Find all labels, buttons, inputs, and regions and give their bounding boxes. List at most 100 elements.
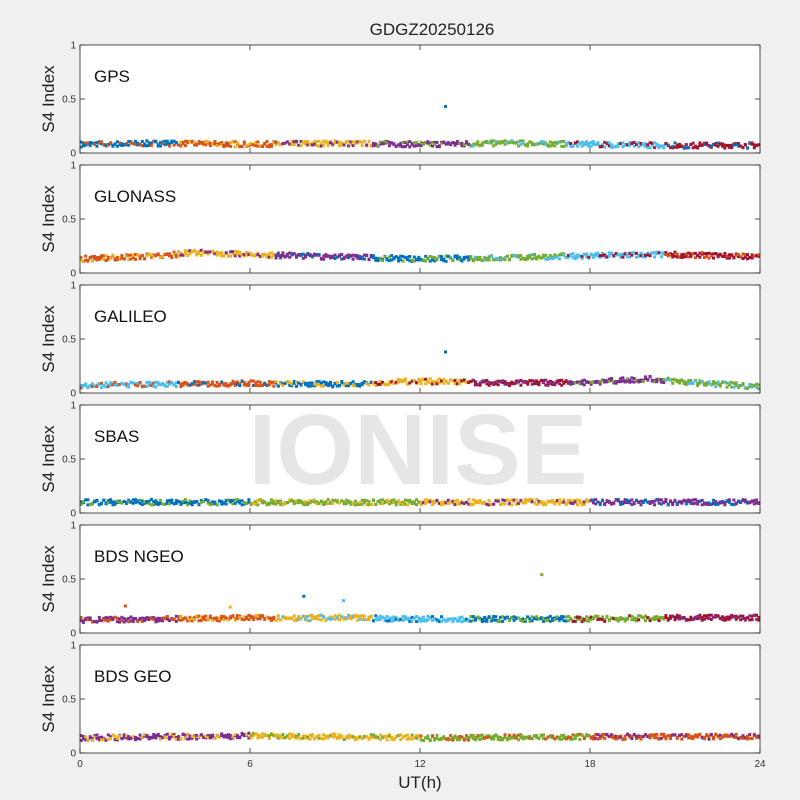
data-point [727, 617, 731, 621]
data-point [510, 254, 514, 258]
data-point [707, 613, 711, 617]
data-point [519, 139, 523, 143]
data-point [521, 735, 525, 739]
data-point [533, 382, 536, 385]
data-point [306, 501, 310, 505]
data-point [514, 498, 518, 502]
data-point [659, 502, 663, 506]
data-point [666, 254, 670, 258]
data-point [295, 619, 298, 622]
data-point [154, 499, 158, 503]
data-point [474, 257, 477, 261]
data-point [115, 620, 119, 624]
data-point [732, 256, 736, 260]
data-point [172, 383, 176, 387]
data-point [526, 382, 530, 386]
data-point [392, 500, 396, 504]
data-point [684, 143, 688, 147]
data-point [417, 619, 421, 623]
data-point [528, 736, 532, 740]
data-point [177, 735, 181, 739]
data-point [523, 380, 527, 384]
data-point [211, 382, 215, 386]
data-point [691, 141, 695, 145]
data-point [247, 498, 251, 502]
data-point [208, 734, 212, 738]
data-point [671, 253, 675, 257]
data-point [605, 499, 609, 503]
data-point [292, 733, 296, 737]
data-point [276, 384, 280, 388]
data-point [224, 251, 228, 255]
data-point [324, 500, 328, 504]
data-point [453, 143, 457, 147]
data-point [465, 255, 468, 259]
data-point [363, 257, 366, 261]
data-point [553, 256, 557, 260]
data-point [435, 618, 439, 622]
data-point [619, 255, 623, 259]
data-point [276, 251, 280, 255]
data-point [403, 255, 407, 259]
data-point [222, 618, 226, 622]
data-point [419, 738, 423, 742]
data-point [344, 616, 348, 620]
data-point [106, 385, 110, 389]
data-point [206, 618, 210, 622]
data-point [295, 734, 298, 738]
data-point [442, 736, 446, 740]
data-point [227, 254, 230, 258]
data-point [743, 617, 747, 621]
y-tick-label: 1 [70, 641, 76, 652]
data-point [322, 503, 326, 506]
y-tick-label: 0.5 [62, 215, 76, 226]
data-point [372, 256, 375, 260]
data-point [471, 378, 475, 382]
data-point [569, 380, 573, 384]
data-point [426, 618, 430, 622]
data-point [136, 384, 140, 388]
data-point [648, 733, 652, 737]
data-point [353, 499, 357, 503]
data-point [417, 616, 421, 620]
data-point [258, 499, 262, 503]
data-point [342, 257, 346, 261]
data-point [247, 143, 251, 147]
data-point [406, 382, 409, 386]
data-point [644, 619, 647, 623]
data-point [86, 503, 90, 507]
data-point [752, 733, 756, 737]
data-point [199, 498, 203, 502]
data-point [748, 385, 752, 389]
data-point [383, 141, 387, 145]
data-point [594, 498, 598, 502]
data-point [474, 255, 477, 259]
data-point [705, 383, 709, 387]
data-point [106, 255, 110, 259]
data-point [478, 383, 482, 387]
data-point [589, 382, 593, 386]
data-point [79, 140, 83, 144]
data-point [308, 737, 312, 741]
data-point [113, 383, 117, 387]
data-point [338, 144, 341, 147]
data-point [727, 253, 731, 257]
data-point [619, 616, 623, 620]
data-point [236, 499, 239, 503]
data-point [560, 737, 564, 741]
data-point [431, 258, 434, 262]
data-point [134, 383, 137, 387]
data-point [149, 143, 153, 147]
data-point [614, 618, 618, 622]
data-point [154, 734, 158, 738]
data-point [179, 502, 183, 506]
data-point [342, 500, 346, 504]
data-point [471, 144, 475, 148]
data-point [444, 142, 448, 146]
data-point [238, 250, 242, 254]
data-point [240, 733, 244, 737]
data-point [283, 615, 287, 619]
data-point [471, 498, 475, 502]
data-point [190, 619, 194, 623]
data-point [285, 734, 289, 738]
